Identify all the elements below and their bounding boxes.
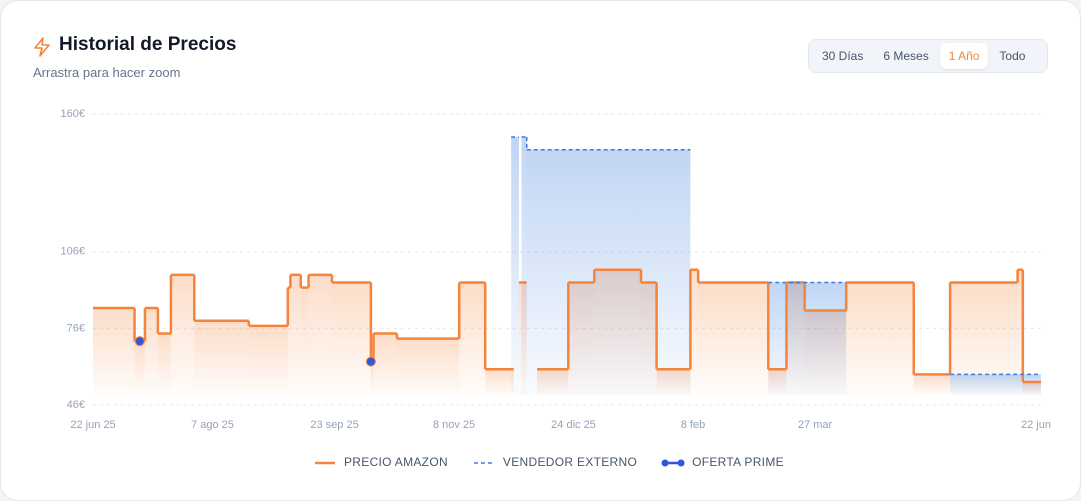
area [846, 282, 914, 395]
x-tick-label: 22 jun 25 [70, 419, 115, 431]
area [370, 361, 374, 395]
area [157, 333, 171, 395]
x-tick-label: 27 mar [798, 419, 833, 431]
prime-point [134, 336, 145, 347]
y-tick-label: 76€ [67, 322, 85, 334]
legend-item: OFERTA PRIME [661, 455, 784, 469]
legend-item: VENDEDOR EXTERNO [473, 455, 637, 469]
range-button[interactable]: 30 Días [822, 49, 864, 63]
range-button[interactable]: 1 Año [939, 43, 989, 69]
area [144, 308, 158, 395]
area [134, 341, 145, 395]
range-button[interactable]: Todo [999, 49, 1026, 63]
area [300, 287, 309, 395]
legend-dot [661, 459, 669, 467]
area [526, 149, 691, 395]
x-tick-label: 23 sep 25 [310, 419, 358, 431]
area [1017, 269, 1023, 395]
areas [93, 136, 1041, 395]
area [331, 282, 371, 395]
area [290, 274, 301, 395]
legend-label: PRECIO AMAZON [344, 455, 448, 469]
area [521, 136, 527, 395]
bolt-icon [34, 37, 50, 57]
lines [93, 136, 1041, 384]
area [194, 320, 249, 395]
area [913, 374, 951, 395]
legend-label: OFERTA PRIME [692, 455, 784, 469]
points [134, 336, 376, 367]
subtitle: Arrastra para hacer zoom [33, 65, 181, 80]
area [459, 282, 486, 395]
area [170, 274, 195, 395]
range-button[interactable]: 6 Meses [883, 49, 929, 63]
title: Historial de Precios [59, 34, 237, 55]
area [485, 369, 514, 395]
legend-item: PRECIO AMAZON [315, 455, 448, 469]
area [950, 374, 1041, 395]
y-tick-label: 106€ [61, 246, 85, 258]
legend-label: VENDEDOR EXTERNO [503, 455, 637, 469]
area [93, 308, 135, 395]
area [768, 282, 847, 395]
x-tick-label: 8 nov 25 [433, 419, 475, 431]
x-tick-label: 8 feb [681, 419, 705, 431]
area [308, 274, 332, 395]
y-tick-label: 46€ [67, 399, 85, 411]
area [373, 333, 397, 395]
x-tick-label: 7 ago 25 [191, 419, 234, 431]
x-tick-label: 24 dic 25 [551, 419, 596, 431]
prime-point [365, 356, 376, 367]
area [248, 325, 288, 395]
legend-dot [677, 459, 685, 467]
area [690, 269, 699, 395]
area [287, 287, 291, 395]
x-tick-label: 22 jun [1021, 419, 1051, 431]
area [698, 282, 769, 395]
area [396, 338, 460, 395]
area [511, 136, 519, 395]
y-tick-label: 160€ [61, 108, 85, 120]
range-selector: 30 Días 6 Meses 1 Año Todo [808, 39, 1048, 73]
